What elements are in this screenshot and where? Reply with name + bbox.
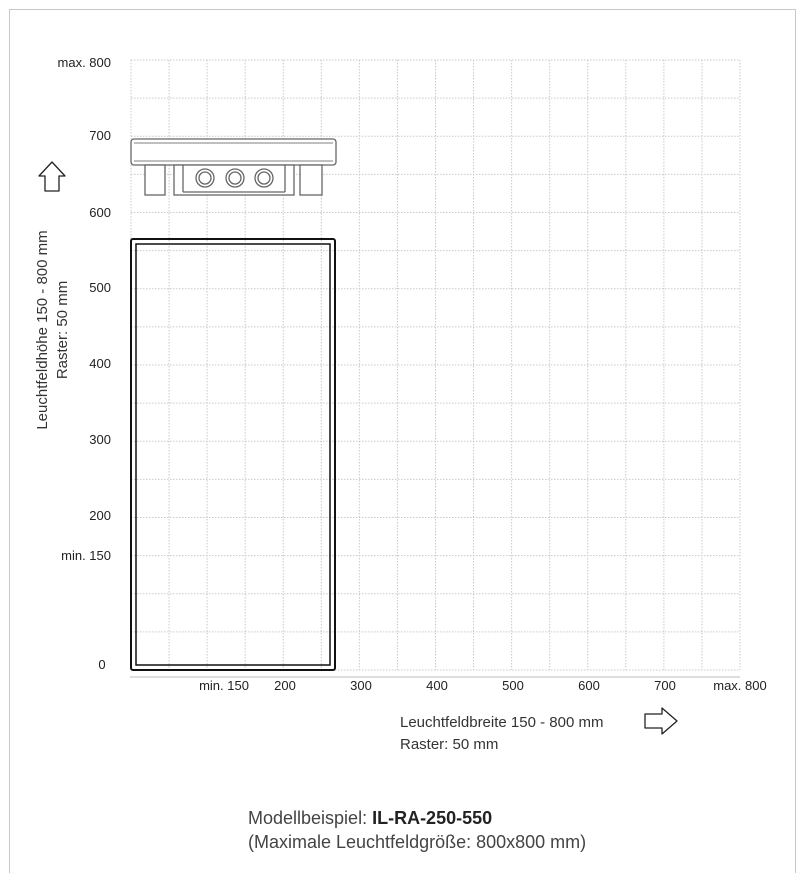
y-axis-raster: Raster: 50 mm (54, 281, 71, 379)
x-axis-title: Leuchtfeldbreite 150 - 800 mm (400, 714, 603, 731)
model-example-label: Modellbeispiel: (248, 808, 373, 828)
y-tick-max: max. 800 (58, 55, 111, 70)
y-tick-min: min. 150 (61, 548, 111, 563)
model-caption: Modellbeispiel: IL-RA-250-550 (Maximale … (248, 806, 586, 854)
x-tick-max: max. 800 (713, 678, 766, 693)
y-tick-300: 300 (89, 432, 111, 447)
arrow-right-icon (644, 707, 678, 735)
x-tick-700: 700 (654, 678, 676, 693)
x-tick-500: 500 (502, 678, 524, 693)
y-tick-500: 500 (89, 280, 111, 295)
x-tick-min: min. 150 (199, 678, 249, 693)
diagram-frame (9, 9, 796, 873)
model-code: IL-RA-250-550 (372, 808, 493, 828)
y-tick-400: 400 (89, 356, 111, 371)
grid (130, 59, 741, 671)
y-tick-200: 200 (89, 508, 111, 523)
x-tick-600: 600 (578, 678, 600, 693)
arrow-up-icon (38, 161, 66, 192)
x-tick-200: 200 (274, 678, 296, 693)
x-axis-raster: Raster: 50 mm (400, 736, 498, 753)
max-size-note: (Maximale Leuchtfeldgröße: 800x800 mm) (248, 832, 587, 852)
y-axis-title: Leuchtfeldhöhe 150 - 800 mm (34, 230, 51, 429)
model-example-line: Modellbeispiel: IL-RA-250-550 (248, 806, 586, 830)
x-tick-400: 400 (426, 678, 448, 693)
profile-section-icon (130, 138, 337, 196)
y-tick-zero: 0 (98, 657, 105, 672)
y-tick-700: 700 (89, 128, 111, 143)
x-tick-300: 300 (350, 678, 372, 693)
example-panel (130, 238, 336, 671)
y-tick-600: 600 (89, 205, 111, 220)
